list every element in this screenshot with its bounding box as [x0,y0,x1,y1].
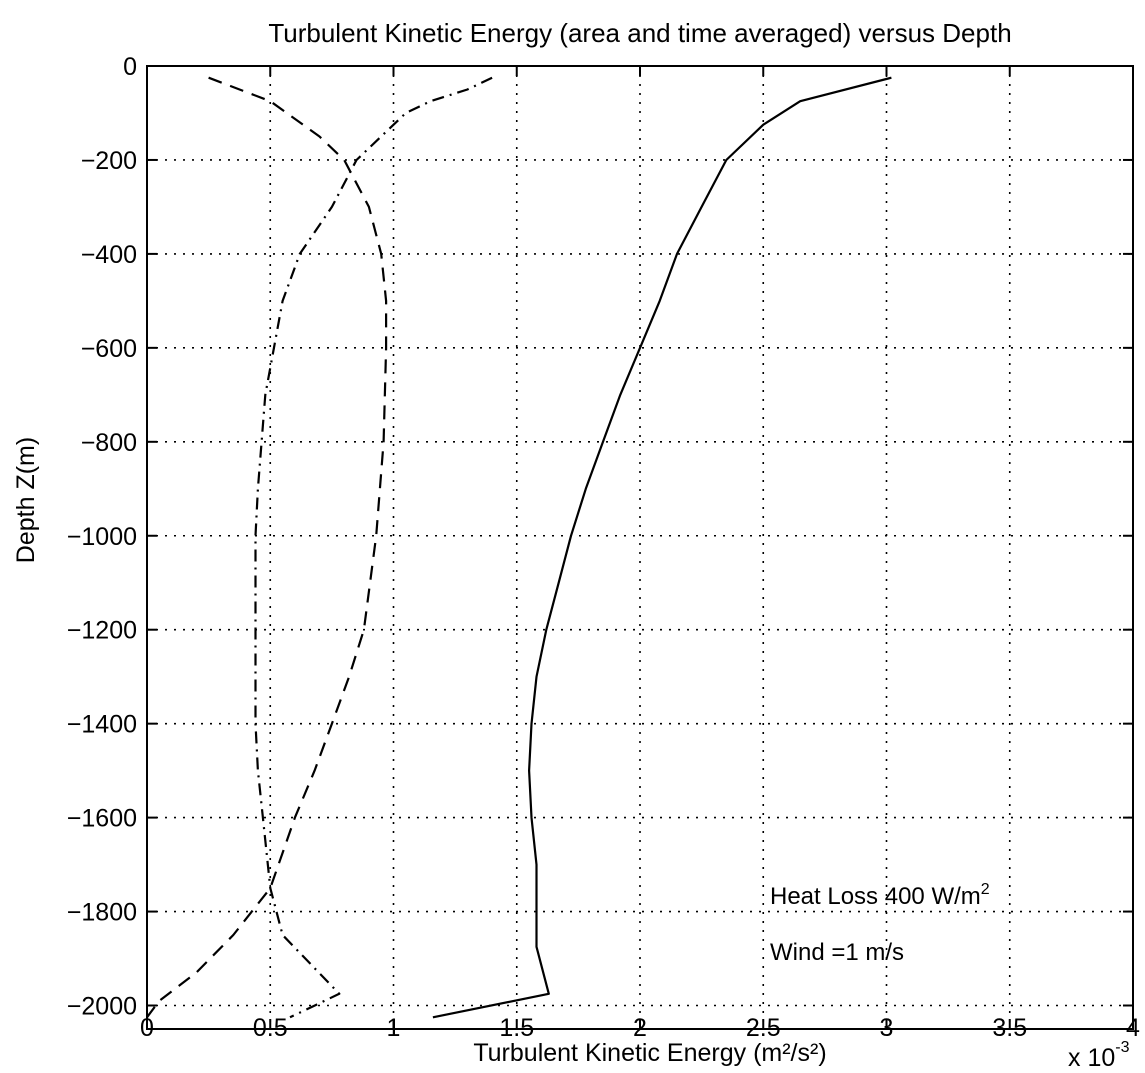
annotation-heat-loss-superscript: 2 [981,881,990,898]
x-tick-label: 4 [1126,1014,1140,1042]
x-scale-exponent: -3 [1115,1039,1129,1056]
chart-title: Turbulent Kinetic Energy (area and time … [268,18,1011,48]
x-tick-label: 2 [633,1014,647,1042]
x-tick-label: 2.5 [746,1014,781,1042]
y-tick-label: −1200 [67,617,137,645]
y-tick-label: −1000 [67,523,137,551]
x-tick-label: 0.5 [253,1014,288,1042]
y-tick-label: −2000 [67,993,137,1021]
y-tick-label: −1400 [67,711,137,739]
annotation-heat-loss-text: Heat Loss 400 W/m [770,883,981,910]
series-line-dashdot [254,76,493,1019]
x-tick-label: 0 [140,1014,154,1042]
y-tick-label: −1600 [67,805,137,833]
x-scale-note: x 10 [1068,1044,1115,1072]
data-series [146,76,892,1019]
x-scale-multiplier: x 10-3 [1068,1039,1130,1072]
annotation-wind: Wind =1 m/s [770,939,904,966]
x-tick-label: 1.5 [499,1014,534,1042]
y-tick-label: −1800 [67,899,137,927]
y-axis-label: Depth Z(m) [12,437,40,563]
x-tick-label: 3 [880,1014,894,1042]
x-axis-label: Turbulent Kinetic Energy (m²/s²) [473,1039,826,1067]
grid-lines [147,65,1133,1029]
svg-text:Heat Loss 400 W/m2: Heat Loss 400 W/m2 [770,881,990,910]
x-tick-label: 3.5 [992,1014,1027,1042]
series-line-dashed [146,76,388,1018]
y-tick-label: 0 [123,53,137,81]
y-tick-label: −200 [81,147,137,175]
series-line-solid [432,76,892,1019]
y-tick-label: −800 [81,429,137,457]
x-tick-label: 1 [387,1014,401,1042]
axis-ticks: 0 0.5 1 1.5 2 2.5 3 3.5 4 0 −200 −400 −600 −800 −1000 −… [67,53,1140,1042]
annotation-heat-loss: Heat Loss 400 W/m2 [770,881,990,910]
y-tick-label: −600 [81,335,137,363]
y-tick-label: −400 [81,241,137,269]
